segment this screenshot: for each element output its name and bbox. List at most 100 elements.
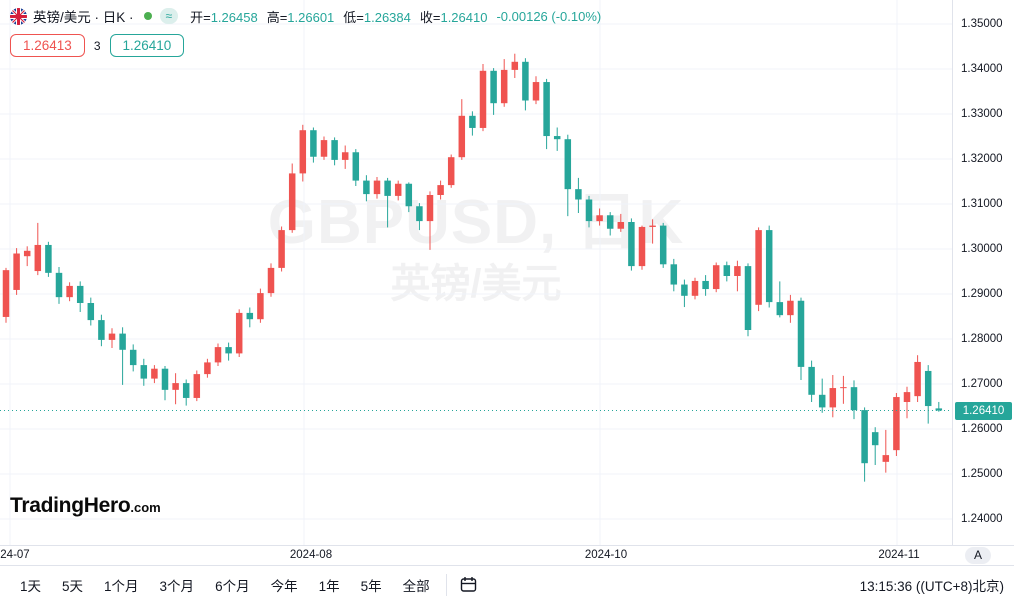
price-axis-label: 1.34000 [961, 62, 1003, 75]
time-axis-label: 2024-11 [878, 549, 920, 561]
ohlc-values: 开=1.26458 高=1.26601 低=1.26384 收=1.26410 … [190, 7, 601, 26]
candle-body [840, 387, 847, 389]
candle-body [151, 368, 158, 379]
range-button-6个月[interactable]: 6个月 [213, 573, 252, 597]
candle-body [585, 199, 593, 222]
candle-body [129, 349, 137, 366]
candle-body [119, 333, 126, 350]
candle-body [924, 370, 932, 407]
candle-body [575, 189, 582, 200]
candle-body [23, 250, 31, 257]
open-label: 开= [190, 9, 211, 25]
range-button-全部[interactable]: 全部 [401, 573, 432, 597]
range-button-5天[interactable]: 5天 [60, 573, 85, 597]
candle-body [416, 206, 423, 222]
range-button-1年[interactable]: 1年 [317, 573, 342, 597]
candle-body [723, 265, 731, 276]
candle-body [659, 225, 667, 265]
price-axis[interactable]: 1.35000 1.34000 1.33000 1.32000 1.31000 1.300… [952, 0, 1014, 545]
candle-body [522, 61, 529, 101]
calendar-icon [460, 577, 476, 592]
candle-body [458, 115, 466, 158]
range-button-1个月[interactable]: 1个月 [102, 573, 141, 597]
approx-data-badge[interactable]: ≈ [159, 8, 179, 24]
candle-body [871, 432, 879, 446]
candle-body [161, 368, 169, 390]
range-button-3个月[interactable]: 3个月 [158, 573, 197, 597]
candle-body [861, 410, 868, 464]
candle-body [712, 265, 720, 290]
candle-body [87, 303, 95, 321]
high-value: 1.26601 [287, 9, 335, 25]
candle-body [172, 383, 179, 390]
candle-body [638, 226, 646, 267]
candle-body [193, 374, 201, 398]
candle-body [649, 225, 656, 227]
candle-body [331, 140, 338, 160]
candle-body [797, 300, 805, 367]
low-label: 低= [343, 9, 364, 25]
price-axis-label: 1.31000 [961, 197, 1003, 210]
candle-body [543, 82, 550, 137]
candle-body [204, 362, 211, 375]
candle-body [935, 408, 943, 411]
toolbar-divider [445, 573, 447, 596]
candle-body [108, 333, 116, 340]
clock-label: 13:15:36 ((UTC+8)北京) [859, 578, 1004, 594]
market-status-dot [143, 12, 152, 20]
price-axis-label: 1.29000 [961, 287, 1003, 300]
price-axis-label: 1.24000 [961, 512, 1003, 525]
candle-body [66, 285, 73, 298]
price-axis-label: 1.28000 [961, 332, 1003, 345]
symbol-title[interactable]: 英镑/美元 · 日K · [33, 10, 134, 25]
price-axis-label: 1.33000 [961, 107, 1003, 120]
range-button-今年[interactable]: 今年 [269, 573, 300, 597]
candle-body [76, 285, 84, 303]
buy-price-button[interactable]: 1.26410 [109, 34, 185, 57]
candle-body [384, 180, 391, 196]
price-axis-label: 1.30000 [961, 242, 1003, 255]
candle-body [394, 183, 402, 196]
chart-panel: GBPUSD, 日K 英镑/美元 英镑/美元 · 日K · ≈ 开=1.2645… [0, 0, 1014, 545]
logo-suffix: .com [130, 500, 161, 515]
symbol-header: 英镑/美元 · 日K · ≈ 开=1.26458 高=1.26601 低=1.2… [10, 6, 601, 57]
candle-body [532, 82, 540, 101]
candle-body [45, 244, 52, 273]
sell-price-button[interactable]: 1.26413 [10, 34, 85, 57]
auto-scale-button[interactable]: A [965, 547, 991, 564]
high-label: 高= [266, 9, 288, 25]
candle-body [553, 136, 561, 140]
candle-body [776, 302, 784, 316]
candle-body [914, 361, 921, 397]
time-axis-label: 24-07 [0, 549, 30, 561]
candle-body [702, 280, 709, 290]
candle-body [214, 347, 222, 363]
spread-value: 3 [93, 38, 101, 53]
range-button-1天[interactable]: 1天 [18, 573, 43, 597]
candle-body [267, 267, 275, 294]
candle-body [903, 392, 911, 402]
candle-body [829, 388, 837, 408]
go-to-date-button[interactable] [459, 575, 478, 594]
candle-body [140, 365, 148, 379]
bottom-toolbar: 1天 5天 1个月 3个月 6个月 今年 1年 5年 全部 13:15:36 ((UTC+8)北… [0, 565, 1014, 603]
time-axis[interactable]: A 24-07 2024-08 2024-10 2024-11 [0, 545, 1014, 566]
last-price-badge: 1.26410 [955, 401, 1012, 420]
candle-body [755, 230, 762, 305]
candle-body [564, 139, 572, 190]
candle-body [479, 70, 487, 128]
change-value: -0.00126 (-0.10%) [496, 8, 602, 24]
candle-body [787, 300, 794, 316]
candle-body [246, 312, 254, 320]
candlestick-chart[interactable] [0, 0, 952, 545]
candle-body [691, 280, 699, 296]
candle-body [850, 387, 858, 411]
candle-body [288, 173, 296, 231]
candle-body [617, 222, 625, 229]
candle-body [257, 293, 264, 320]
time-axis-label: 2024-10 [584, 549, 628, 561]
candle-body [606, 215, 614, 229]
tradinghero-logo: TradingHero.com [10, 494, 161, 518]
range-button-5年[interactable]: 5年 [359, 573, 384, 597]
price-axis-label: 1.35000 [961, 17, 1003, 30]
